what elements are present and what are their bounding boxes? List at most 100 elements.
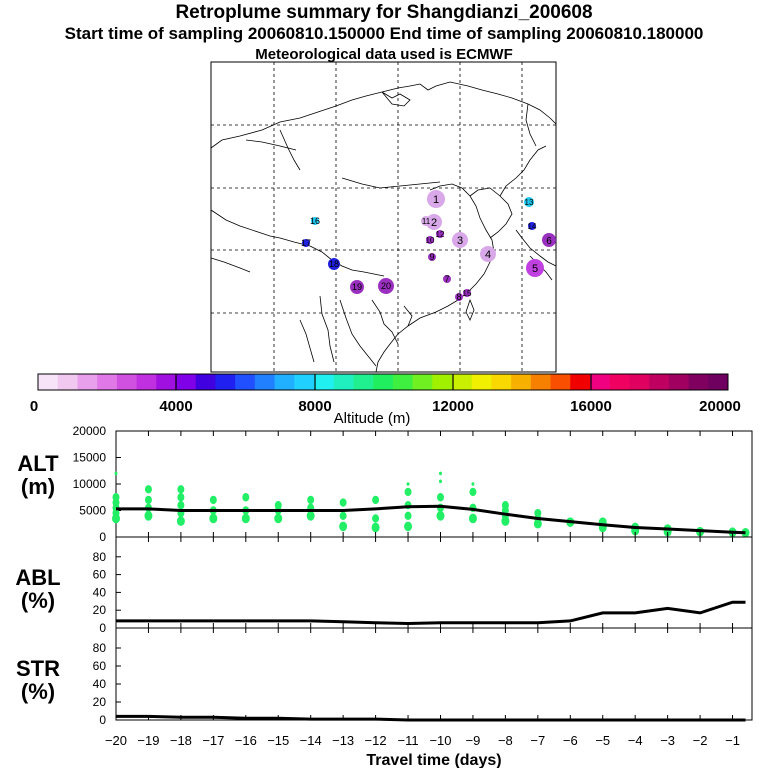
map-marker-5: 5 [526, 259, 544, 277]
colorbar-swatch [38, 374, 59, 390]
altitude-dot [534, 508, 542, 518]
colorbar-swatch [314, 374, 335, 390]
map-marker-18: 18 [328, 258, 340, 270]
colorbar-swatch [294, 374, 315, 390]
altitude-dot [469, 487, 477, 497]
panel-str: 0 20 40 60 80 STR(%) [16, 627, 753, 727]
panel-label: (m) [21, 474, 55, 499]
map-marker-label: 18 [329, 259, 339, 269]
colorbar [37, 373, 729, 391]
altitude-dot [501, 501, 509, 510]
colorbar-swatch [176, 374, 197, 390]
colorbar-swatch [590, 374, 611, 390]
colorbar-swatch [254, 374, 276, 390]
panel-label: ABL [15, 565, 60, 590]
colorbar-swatch [708, 374, 729, 390]
met-data-label: Meteorological data used is ECMWF [255, 46, 513, 63]
series-line-alt [116, 504, 746, 535]
plume-markers: 1 2 3 4 5 6 7 8 9 10 11 12 13 14 15 16 1… [301, 190, 556, 302]
coastlines [210, 81, 557, 373]
map-marker-circle [311, 217, 319, 225]
y-tick-label: 20000 [73, 424, 107, 438]
sampling-times: Start time of sampling 20060810.150000 E… [64, 24, 704, 43]
altitude-dot [372, 495, 380, 505]
colorbar-swatch [550, 374, 571, 390]
colorbar-swatch [609, 374, 630, 390]
panel-frame [115, 536, 753, 629]
map-marker-circle [455, 293, 463, 301]
altitude-dot [242, 493, 250, 502]
altitude-dot [114, 471, 118, 476]
x-tick-label: −15 [267, 733, 289, 748]
altitude-dot [144, 511, 153, 521]
map-marker-circle [526, 259, 544, 277]
x-axis-label: Travel time (days) [366, 752, 501, 768]
x-tick-label: −3 [660, 733, 675, 748]
colorbar-swatch [452, 374, 473, 390]
panel-label: ALT [17, 451, 59, 476]
x-tick-label: −9 [466, 733, 481, 748]
colorbar-tick-label: 16000 [570, 398, 612, 415]
x-tick-label: −10 [429, 733, 451, 748]
altitude-dot [741, 527, 750, 538]
x-tick-label: −8 [498, 733, 513, 748]
altitude-dot [436, 511, 445, 521]
map-marker-4: 4 [480, 246, 496, 262]
panel-abl: 0 20 40 60 80 ABL(%) [15, 536, 753, 635]
chart-title: Retroplume summary for Shangdianzi_20060… [175, 2, 593, 23]
map-marker-label: 3 [457, 235, 463, 247]
map-marker-label: 9 [429, 252, 434, 262]
y-tick-label: 15000 [73, 451, 107, 465]
map-marker-label: 4 [485, 249, 491, 261]
map-marker-circle [302, 239, 310, 247]
colorbar-swatch [136, 374, 157, 390]
altitude-dot [177, 485, 185, 494]
x-tick-label: −11 [397, 733, 418, 748]
map-marker-3: 3 [452, 232, 468, 248]
y-tick-label: 40 [93, 585, 107, 599]
map-marker-label: 20 [381, 281, 391, 291]
map-marker-circle [328, 258, 340, 270]
colorbar-swatch [353, 374, 374, 390]
y-tick-label: 10000 [73, 477, 107, 491]
x-tick-label: −7 [530, 733, 545, 748]
altitude-dot [339, 521, 348, 532]
altitude-dot [372, 514, 380, 523]
colorbar-swatch [491, 374, 512, 390]
map-marker-circle [452, 232, 468, 248]
altitude-dot [436, 493, 444, 502]
map-marker-circle [436, 230, 444, 238]
x-tick-label: −5 [595, 733, 610, 748]
map-marker-circle [463, 289, 471, 297]
map-marker-label: 17 [301, 238, 311, 248]
map-marker-label: 12 [436, 230, 445, 239]
map-marker-circle [480, 246, 496, 262]
map-marker-12: 12 [436, 230, 445, 239]
altitude-dot [404, 487, 412, 497]
x-tick-label: −18 [170, 733, 192, 748]
map-marker-label: 11 [422, 217, 431, 226]
map-marker-8: 8 [455, 292, 463, 302]
colorbar-swatch [392, 374, 414, 390]
colorbar-swatch [97, 374, 118, 390]
colorbar-swatch [156, 374, 177, 390]
map-marker-label: 19 [352, 282, 362, 292]
colorbar-swatch [215, 374, 236, 390]
map-marker-label: 6 [546, 236, 552, 247]
altitude-dot [339, 511, 347, 520]
map-marker-label: 7 [444, 274, 449, 284]
altitude-dot [438, 479, 442, 484]
map-marker-17: 17 [301, 238, 311, 248]
altitude-dot [241, 513, 250, 524]
panel-label: (%) [21, 679, 55, 704]
altitude-dot [209, 513, 218, 524]
y-tick-label: 40 [93, 677, 107, 691]
colorbar-swatch [195, 374, 216, 390]
x-tick-label: −19 [137, 733, 159, 748]
altitude-dot [177, 493, 185, 502]
x-tick-label: −14 [300, 733, 322, 748]
map-marker-20: 20 [378, 278, 394, 294]
altitude-dot [468, 513, 477, 524]
colorbar-frame [37, 373, 729, 391]
colorbar-tick-label: 4000 [159, 398, 192, 415]
